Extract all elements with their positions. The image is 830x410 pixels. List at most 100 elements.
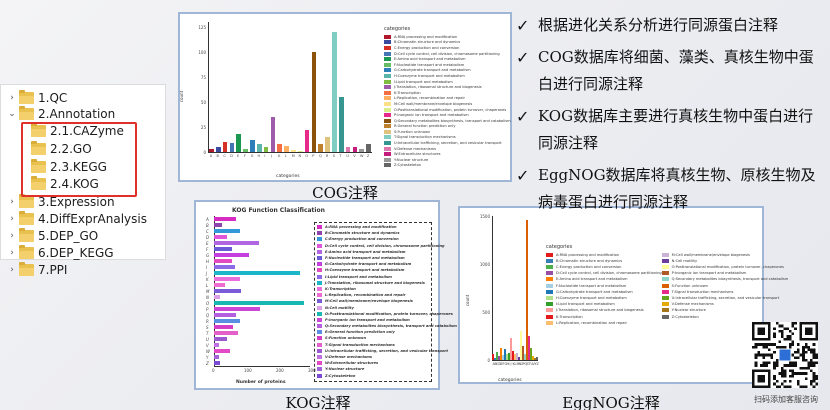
legend-swatch — [546, 277, 553, 282]
legend-swatch — [384, 73, 391, 78]
legend-swatch — [384, 101, 391, 106]
kog-bar — [214, 247, 232, 251]
chevron-right-icon[interactable]: › — [10, 196, 14, 207]
eggnog-legend-item: Y:Nuclear structure — [661, 308, 789, 313]
cog-xtick: Z — [366, 154, 370, 158]
cog-legend-item: S:Function unknown — [384, 129, 511, 135]
eggnog-legend-item: C:Energy production and conversion — [546, 264, 662, 270]
kog-caption: KOG注释 — [285, 394, 351, 410]
cog-legend-item: P:Inorganic ion transport and metabolism — [384, 112, 511, 118]
legend-label: V:Defense mechanisms — [325, 355, 372, 360]
tree-item-dep-kegg[interactable]: › 6.DEP_KEGG — [5, 244, 114, 261]
legend-swatch — [661, 308, 669, 313]
chevron-right-icon[interactable]: › — [10, 247, 14, 258]
legend-label: M:Cell wall/membrane/envelope biogenesis — [394, 101, 473, 106]
tree-item-annotation[interactable]: ⌄ 2.Annotation — [5, 105, 115, 122]
kog-legend-item: N:Cell motility — [317, 304, 429, 310]
kog-legend-item: Z:Cytoskeleton — [317, 373, 429, 379]
legend-label: C:Energy production and conversion — [394, 45, 460, 50]
kog-legend-item: E:Amino acid transport and metabolism — [317, 249, 429, 255]
eggnog-legend-title: categories — [546, 244, 573, 250]
cog-bar — [270, 117, 276, 152]
cog-xtick: P — [312, 154, 315, 158]
kog-ytick: Z — [206, 360, 209, 366]
chevron-right-icon[interactable]: › — [10, 264, 14, 275]
kog-legend-item: J:Translation, ribosomal structure and b… — [317, 280, 429, 286]
legend-label: K:Transcription — [556, 314, 583, 319]
tree-item-kog[interactable]: 2.4.KOG — [29, 175, 99, 192]
kog-legend-item: D:Cell cycle control, cell division, chr… — [317, 243, 445, 249]
kog-title: KOG Function Classification — [232, 207, 325, 214]
eggnog-legend-item: J:Translation, ribosomal structure and b… — [546, 308, 662, 313]
kog-bar — [214, 229, 240, 233]
tree-item-diffexpr[interactable]: › 4.DiffExprAnalysis — [5, 210, 147, 227]
tree-item-label: 4.DiffExprAnalysis — [38, 211, 147, 226]
cog-legend-item: G:Carbohydrate transport and metabolism — [384, 68, 511, 74]
chevron-down-icon[interactable]: ⌄ — [8, 108, 16, 119]
kog-bar — [214, 343, 219, 347]
bullet-text: 根据进化关系分析进行同源蛋白注释 — [538, 16, 779, 34]
cog-bar — [222, 142, 228, 152]
kog-ytick: D — [206, 234, 210, 240]
kog-ytick: N — [206, 294, 209, 300]
eggnog-bar — [534, 358, 536, 360]
legend-swatch — [661, 296, 669, 300]
tree-item-cazyme[interactable]: 2.1.CAZyme — [29, 122, 124, 139]
kog-legend-item: P:Inorganic ion transport and metabolism — [317, 317, 429, 323]
legend-swatch — [317, 330, 322, 335]
kog-bar — [214, 337, 227, 341]
file-tree: › 1.QC ⌄ 2.Annotation 2.1.CAZyme 2.2.GO 2.3.KE… — [0, 84, 166, 277]
cog-bar — [338, 97, 344, 152]
legend-swatch — [546, 302, 553, 307]
chevron-right-icon[interactable]: › — [10, 213, 14, 224]
legend-swatch — [317, 237, 322, 242]
kog-ytick: T — [206, 330, 209, 336]
kog-bar — [214, 349, 230, 353]
eggnog-bar — [510, 337, 512, 360]
legend-swatch — [384, 90, 391, 95]
kog-bar — [214, 223, 222, 227]
eggnog-x-axis — [492, 360, 538, 361]
legend-swatch — [317, 311, 322, 316]
kog-bar — [214, 253, 250, 257]
legend-swatch — [384, 146, 391, 151]
bullet-text: EggNOG数据库将真核生物、原核生物及病毒蛋白进行同源注释 — [538, 166, 816, 211]
legend-swatch — [317, 249, 322, 254]
eggnog-bar — [516, 353, 518, 360]
chevron-right-icon[interactable]: › — [10, 92, 14, 103]
legend-swatch — [317, 256, 322, 261]
kog-legend-item: I:Lipid transport and metabolism — [317, 274, 429, 280]
chevron-right-icon[interactable]: › — [10, 230, 14, 241]
kog-ytick: L — [206, 282, 209, 288]
cog-legend-item: H:Coenzyme transport and metabolism — [384, 73, 511, 79]
cog-legend-item: E:Amino acid transport and metabolism — [384, 56, 511, 62]
legend-label: G:Carbohydrate transport and metabolism — [325, 262, 412, 267]
kog-legend: A:RNA processing and modification B:Chrom… — [314, 222, 457, 382]
cog-bar — [256, 144, 262, 152]
legend-swatch — [317, 243, 322, 248]
tree-item-label: 3.Expression — [38, 194, 115, 209]
kog-legend-item: G:Carbohydrate transport and metabolism — [317, 261, 429, 267]
legend-label: N:Cell motility — [325, 305, 354, 310]
cog-xtick: E — [237, 154, 240, 158]
cog-bar — [366, 144, 371, 152]
cog-caption: COG注释 — [312, 184, 378, 202]
cog-legend-item: B:Chromatin structure and dynamics — [384, 40, 511, 46]
cog-legend-item: U:Intracellular trafficking, secretion, … — [384, 140, 511, 146]
eggnog-figure: 0 500 1000 1500 A B C D E F G H I J K L M N O P Q S T U V Y Z coun… — [458, 206, 788, 384]
eggnog-bar — [492, 354, 494, 360]
eggnog-legend-item: K:Transcription — [546, 314, 662, 319]
bullet-item: ✓ COG数据库将细菌、藻类、真核生物中蛋白进行同源注释 — [514, 44, 826, 98]
legend-label: Y:Nuclear structure — [671, 308, 706, 313]
kog-bar — [214, 259, 232, 263]
tree-item-ppi[interactable]: › 7.PPI — [5, 261, 67, 278]
legend-label: O:Posttranslational modification, protei… — [394, 107, 507, 112]
tree-item-qc[interactable]: › 1.QC — [5, 89, 67, 106]
legend-swatch — [317, 373, 322, 378]
legend-label: Q:Secondary metabolites biosynthesis, tr… — [394, 118, 511, 123]
tree-item-kegg[interactable]: 2.3.KEGG — [29, 158, 107, 175]
cog-ytick: 50 — [200, 99, 206, 105]
tree-item-go[interactable]: 2.2.GO — [29, 140, 92, 157]
eggnog-legend-item: Z:Cytoskeleton — [661, 314, 789, 319]
tree-item-dep-go[interactable]: › 5.DEP_GO — [5, 227, 98, 244]
